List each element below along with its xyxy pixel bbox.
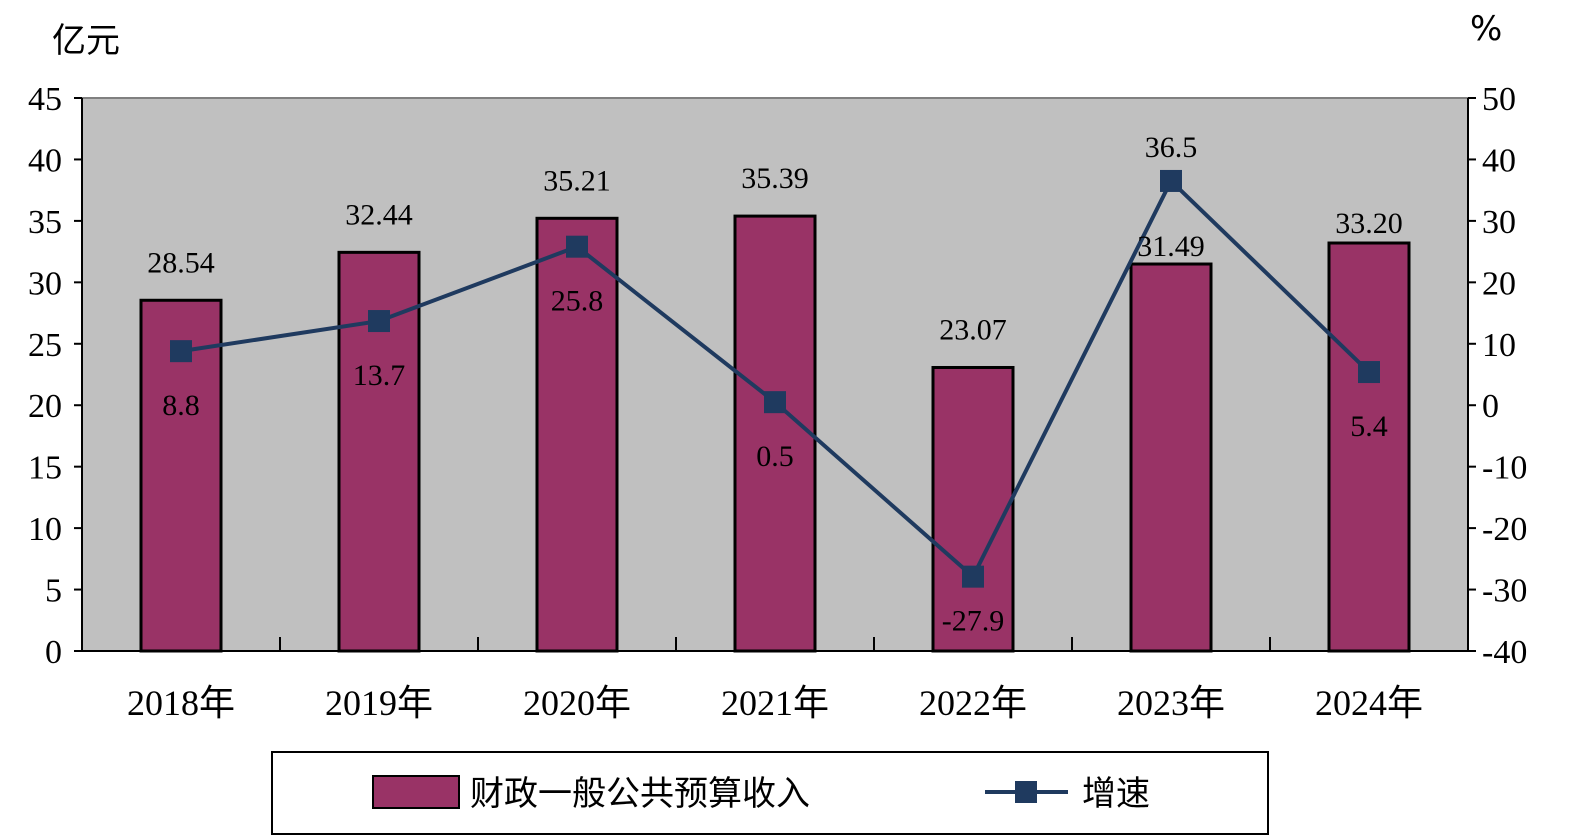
right-tick-label: -20 bbox=[1482, 511, 1527, 548]
bar bbox=[733, 214, 817, 653]
x-tick-label: 2018年 bbox=[127, 683, 235, 723]
legend-line-marker bbox=[1015, 781, 1037, 803]
bar bbox=[1129, 262, 1213, 653]
growth-value-label: 13.7 bbox=[353, 359, 406, 392]
x-tick-label: 2021年 bbox=[721, 683, 829, 723]
left-axis-unit: 亿元 bbox=[52, 21, 120, 61]
legend: 财政一般公共预算收入 增速 bbox=[271, 751, 1269, 835]
x-tick-label: 2019年 bbox=[325, 683, 433, 723]
right-tick-label: 20 bbox=[1482, 265, 1516, 302]
bar-value-label: 35.21 bbox=[543, 164, 611, 197]
right-axis-unit: % bbox=[1470, 9, 1502, 49]
line-marker bbox=[764, 391, 786, 414]
right-tick-label: -10 bbox=[1482, 450, 1527, 487]
left-tick-label: 5 bbox=[45, 573, 62, 610]
x-tick-label: 2023年 bbox=[1117, 683, 1225, 723]
left-tick-label: 30 bbox=[28, 265, 62, 302]
x-tick-label: 2022年 bbox=[919, 683, 1027, 723]
legend-bar-label: 财政一般公共预算收入 bbox=[470, 774, 810, 814]
right-tick-label: 30 bbox=[1482, 204, 1516, 241]
right-tick-label: 50 bbox=[1482, 81, 1516, 118]
x-tick-label: 2020年 bbox=[523, 683, 631, 723]
right-tick-label: 0 bbox=[1482, 388, 1499, 425]
data-labels: 28.54 32.44 35.21 35.39 23.07 31.49 33.20 8.8 13… bbox=[147, 131, 1403, 638]
line-marker bbox=[566, 235, 588, 258]
left-tick-label: 45 bbox=[28, 81, 62, 118]
growth-value-label: 8.8 bbox=[162, 389, 200, 422]
bar-value-label: 31.49 bbox=[1137, 230, 1205, 263]
left-tick-label: 15 bbox=[28, 450, 62, 487]
left-tick-label: 25 bbox=[28, 327, 62, 364]
growth-value-label: -27.9 bbox=[942, 605, 1005, 638]
line-marker bbox=[1160, 169, 1182, 192]
bar-value-label: 23.07 bbox=[939, 313, 1007, 346]
bar-value-label: 32.44 bbox=[345, 198, 413, 231]
left-tick-label: 40 bbox=[28, 142, 62, 179]
line-marker bbox=[170, 340, 192, 363]
growth-value-label: 5.4 bbox=[1350, 410, 1388, 443]
growth-value-label: 25.8 bbox=[551, 285, 604, 318]
left-tick-label: 0 bbox=[45, 634, 62, 671]
line-series bbox=[170, 169, 1380, 588]
line-marker bbox=[1358, 361, 1380, 384]
legend-line-label: 增速 bbox=[1082, 774, 1150, 814]
growth-value-label: 36.5 bbox=[1145, 131, 1198, 164]
left-tick-label: 35 bbox=[28, 204, 62, 241]
right-tick-label: -40 bbox=[1482, 634, 1527, 671]
left-tick-label: 20 bbox=[28, 388, 62, 425]
bar bbox=[535, 216, 619, 653]
right-tick-label: -30 bbox=[1482, 573, 1527, 610]
right-tick-label: 10 bbox=[1482, 327, 1516, 364]
bar-value-label: 35.39 bbox=[741, 162, 809, 195]
bar-value-label: 28.54 bbox=[147, 246, 215, 279]
axes: 0 5 10 15 20 25 30 35 40 45 -40 -30 -20 -10 0 10 20 30 40 5… bbox=[28, 81, 1527, 723]
line-marker bbox=[368, 310, 390, 333]
left-tick-label: 10 bbox=[28, 511, 62, 548]
line-marker bbox=[962, 565, 984, 588]
growth-value-label: 0.5 bbox=[756, 440, 794, 473]
x-tick-label: 2024年 bbox=[1315, 683, 1423, 723]
bar-value-label: 33.20 bbox=[1335, 207, 1403, 240]
bar-series bbox=[139, 214, 1411, 653]
bar bbox=[1327, 241, 1411, 653]
right-tick-label: 40 bbox=[1482, 142, 1516, 179]
legend-bar-swatch bbox=[372, 775, 460, 809]
